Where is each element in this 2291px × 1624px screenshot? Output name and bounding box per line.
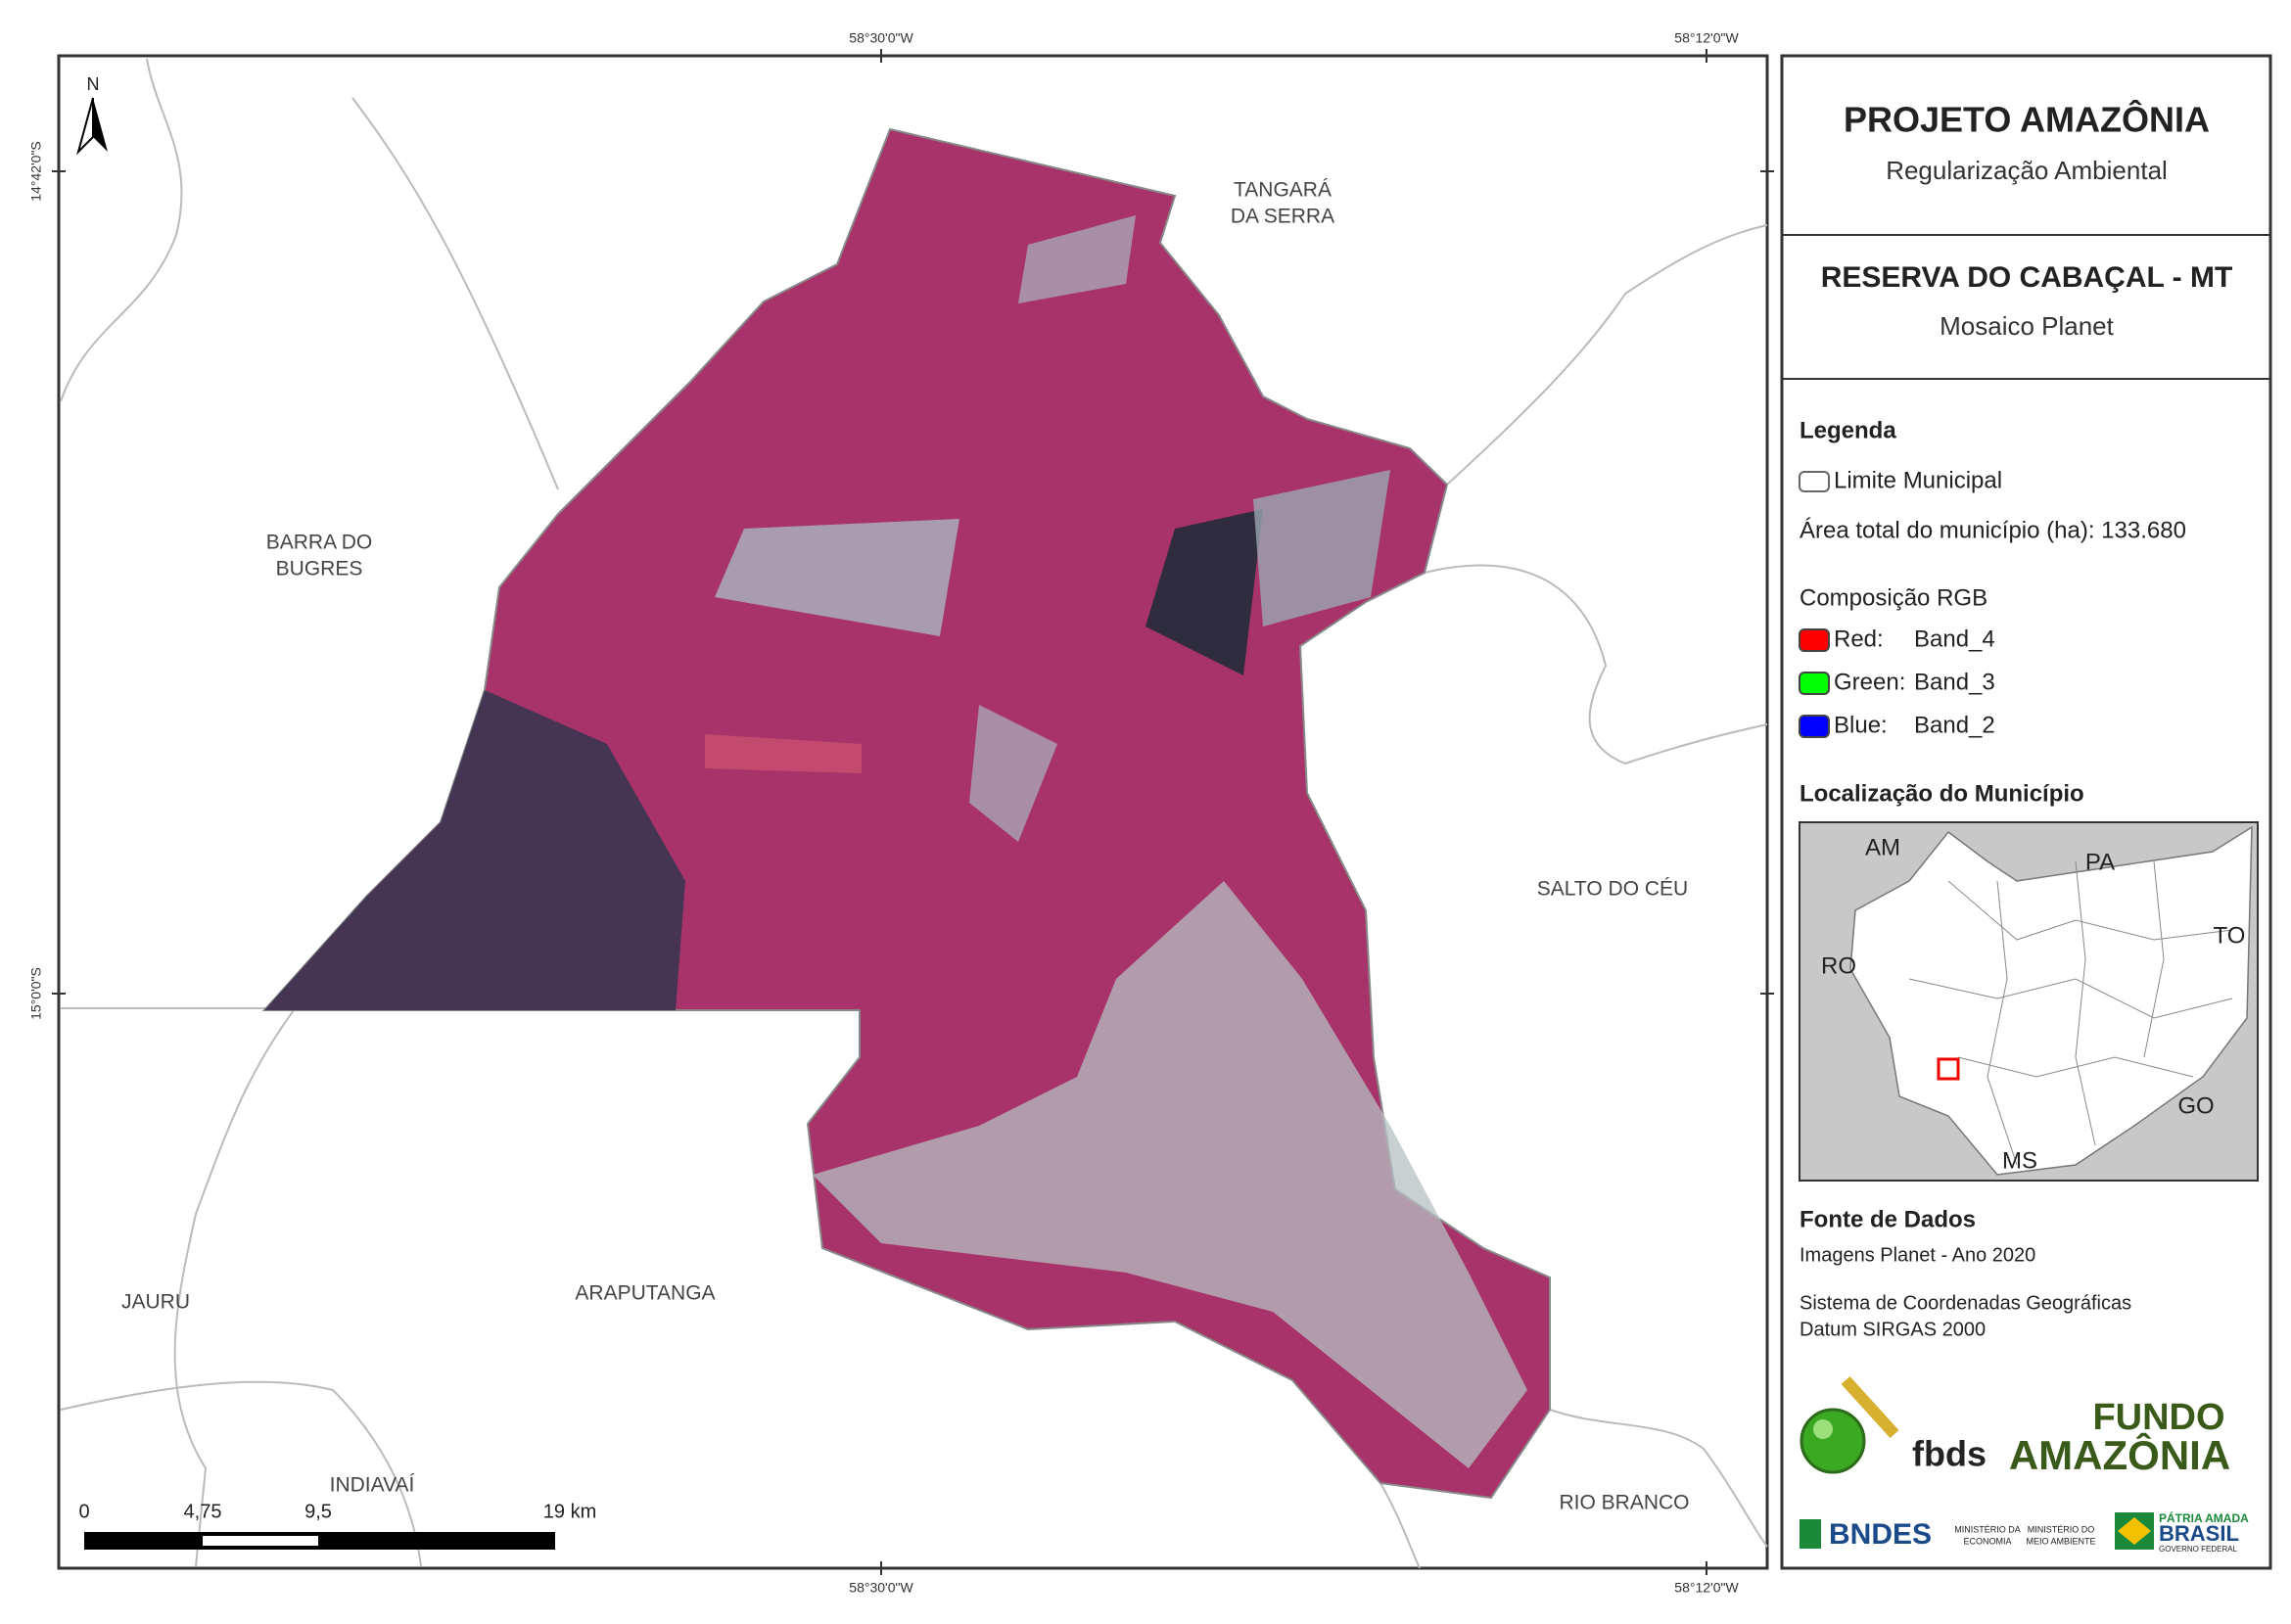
band-swatch — [1799, 715, 1830, 738]
scale-label: 19 km — [543, 1501, 596, 1522]
band-name: Red: — [1834, 626, 1884, 652]
place-label: ARAPUTANGA — [575, 1282, 715, 1305]
logo-text: FUNDO — [2092, 1397, 2224, 1438]
place-label: JAURU — [121, 1291, 190, 1314]
band-value: Band_2 — [1914, 712, 1995, 738]
state-label: GO — [2177, 1092, 2214, 1119]
title: PROJETO AMAZÔNIA — [1844, 99, 2210, 140]
legend-label: Limite Municipal — [1834, 467, 2002, 493]
logo-text: PÁTRIA AMADA — [2159, 1510, 2249, 1525]
logo-text: GOVERNO FEDERAL — [2159, 1545, 2238, 1554]
legend-swatch — [1799, 471, 1830, 492]
place-label: SALTO DO CÉU — [1537, 878, 1688, 901]
band-value: Band_4 — [1914, 626, 1995, 652]
coordinate-label: 58°30'0"W — [849, 1580, 913, 1596]
location-title: Localização do Município — [1800, 780, 2084, 807]
source-line: Datum SIRGAS 2000 — [1800, 1319, 1986, 1340]
state-label: TO — [2214, 922, 2246, 949]
band-swatch — [1799, 672, 1830, 695]
place-label: TANGARÁ — [1234, 179, 1332, 202]
logo-text: MINISTÉRIO DA — [1954, 1524, 2021, 1534]
coordinate-ticks — [52, 49, 1774, 1575]
coordinate-label: 58°12'0"W — [1674, 30, 1739, 46]
area-text: Área total do município (ha): 133.680 — [1800, 517, 2186, 543]
band-name: Green: — [1834, 669, 1905, 695]
legend-title: Legenda — [1800, 417, 1896, 443]
side-panel — [1780, 54, 2272, 1570]
gov-flag — [2118, 1517, 2151, 1545]
band-legend: Red: Band_4 Green: Band_3 Blue: Band_2 — [1799, 626, 1995, 738]
map-name: RESERVA DO CABAÇAL - MT — [1821, 261, 2233, 294]
place-label: BUGRES — [276, 558, 363, 580]
location-inset — [1799, 821, 2259, 1182]
scale-label: 9,5 — [304, 1501, 332, 1522]
logo-text: BNDES — [1829, 1518, 1932, 1551]
source-line: Sistema de Coordenadas Geográficas — [1800, 1292, 2131, 1314]
place-label: DA SERRA — [1231, 206, 1334, 228]
place-label: INDIAVAÍ — [330, 1474, 415, 1497]
coordinate-label: 15°0'0"S — [28, 967, 44, 1020]
source-line: Imagens Planet - Ano 2020 — [1800, 1244, 2035, 1266]
north-arrow — [93, 98, 108, 152]
state-label: AM — [1865, 834, 1900, 860]
coordinate-label: 14°42'0"S — [28, 141, 44, 202]
logo-text: MEIO AMBIENTE — [2026, 1536, 2095, 1546]
band-value: Band_3 — [1914, 669, 1995, 695]
logo-text: AMAZÔNIA — [2009, 1431, 2230, 1478]
north-label: N — [87, 74, 100, 94]
band-swatch — [1799, 628, 1830, 652]
fbds-logo — [1800, 1375, 1899, 1474]
bndes-mark — [1800, 1519, 1821, 1549]
logo-text: fbds — [1912, 1434, 1987, 1474]
logo-text: BRASIL — [2159, 1521, 2239, 1546]
sources-title: Fonte de Dados — [1800, 1206, 1976, 1232]
logo-text: ECONOMIA — [1963, 1536, 2011, 1546]
state-label: RO — [1821, 952, 1856, 979]
coordinate-label: 58°30'0"W — [849, 30, 913, 46]
rgb-title: Composição RGB — [1800, 584, 1987, 611]
coordinate-label: 58°12'0"W — [1674, 1580, 1739, 1596]
logo-text: MINISTÉRIO DO — [2028, 1524, 2095, 1534]
scale-label: 0 — [78, 1501, 89, 1522]
scale-label: 4,75 — [184, 1501, 222, 1522]
state-label: PA — [2085, 849, 2115, 875]
band-name: Blue: — [1834, 712, 1888, 738]
land-cover — [264, 215, 1527, 1468]
map-source: Mosaico Planet — [1940, 311, 2115, 341]
place-label: RIO BRANCO — [1559, 1492, 1689, 1514]
state-label: MS — [2002, 1147, 2037, 1174]
scale-bar — [84, 1532, 555, 1550]
subtitle: Regularização Ambiental — [1886, 156, 2168, 185]
place-label: BARRA DO — [266, 532, 373, 554]
